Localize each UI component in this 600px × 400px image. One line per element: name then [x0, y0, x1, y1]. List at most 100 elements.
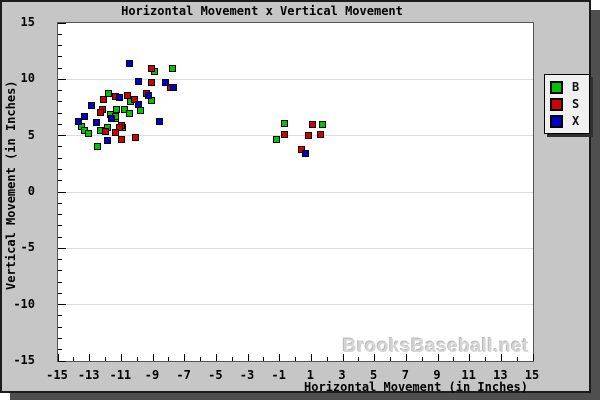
- x-tick-label: 11: [461, 368, 476, 382]
- y-tick: [58, 56, 62, 58]
- y-tick: [58, 349, 62, 351]
- panel-drop-shadow-right: [591, 10, 600, 400]
- x-tick-label: 13: [493, 368, 508, 382]
- data-point-B: [280, 119, 288, 127]
- data-point-S: [102, 127, 109, 135]
- data-point-X: [162, 79, 170, 87]
- chart-panel: Horizontal Movement x Vertical Movement …: [0, 0, 591, 394]
- legend-item-B: B: [545, 79, 589, 95]
- x-tick: [326, 357, 328, 361]
- y-tick: [58, 191, 66, 193]
- x-tick: [295, 357, 296, 361]
- y-tick: [58, 101, 62, 103]
- x-tick-label: 9: [433, 368, 441, 382]
- y-tick: [58, 123, 62, 125]
- watermark: BrooksBaseball.net: [342, 336, 529, 357]
- data-point-X: [170, 83, 178, 91]
- y-tick: [58, 270, 62, 272]
- data-point-S: [147, 64, 155, 72]
- data-point-X: [116, 93, 124, 101]
- y-tick: [58, 225, 62, 227]
- data-point-B: [113, 106, 121, 114]
- x-tick-label: -15: [46, 368, 68, 382]
- data-point-B: [136, 107, 144, 115]
- y-tick: [58, 180, 62, 182]
- legend-label-X: X: [572, 114, 580, 128]
- x-tick: [184, 354, 186, 361]
- x-tick-label: -9: [144, 368, 160, 382]
- data-point-B: [94, 143, 102, 151]
- legend-item-S: S: [545, 96, 589, 112]
- y-tick: [58, 214, 62, 216]
- y-tick: [58, 292, 62, 294]
- x-tick-label: 5: [370, 368, 378, 382]
- gridline: [58, 191, 533, 193]
- x-tick: [73, 357, 75, 361]
- x-tick: [136, 357, 138, 361]
- y-tick: [58, 67, 62, 69]
- x-tick: [215, 354, 217, 361]
- legend-swatch-S: [550, 97, 563, 111]
- y-tick: [58, 337, 62, 339]
- x-tick: [437, 354, 439, 361]
- y-tick: [58, 33, 62, 35]
- x-tick-label: -7: [176, 368, 191, 382]
- y-tick-label: 5: [27, 127, 35, 142]
- y-tick: [58, 22, 66, 24]
- y-tick: [58, 168, 62, 170]
- x-tick: [120, 354, 122, 361]
- x-tick: [485, 357, 486, 361]
- y-tick: [58, 236, 62, 238]
- data-point-S: [317, 131, 325, 139]
- data-point-X: [144, 91, 152, 99]
- data-point-X: [81, 113, 89, 120]
- y-tick: [58, 360, 66, 362]
- x-tick-label: -1: [271, 368, 286, 382]
- legend-swatch-X: [550, 114, 563, 128]
- y-tick: [58, 326, 62, 328]
- data-point-X: [135, 78, 143, 86]
- panel-drop-shadow-bottom: [10, 393, 600, 400]
- data-point-S: [97, 108, 105, 116]
- data-point-X: [108, 115, 116, 123]
- x-axis-label: Horizontal Movement (in Inches): [304, 380, 528, 394]
- data-point-X: [87, 101, 95, 109]
- y-tick-label: -10: [13, 296, 35, 311]
- y-tick: [58, 259, 62, 261]
- data-point-B: [273, 135, 280, 143]
- data-point-S: [100, 96, 108, 104]
- y-tick-label: 15: [20, 15, 35, 29]
- x-tick: [89, 354, 91, 361]
- x-tick-label: 1: [306, 368, 314, 382]
- x-tick: [469, 354, 471, 361]
- data-point-B: [318, 120, 326, 128]
- data-point-X: [301, 150, 309, 158]
- y-tick: [58, 78, 66, 80]
- y-tick-label: 0: [27, 184, 35, 198]
- data-point-S: [130, 96, 138, 104]
- legend-item-X: X: [545, 113, 589, 129]
- x-tick: [405, 354, 407, 361]
- legend-swatch-B: [550, 80, 563, 94]
- y-tick: [58, 90, 62, 92]
- x-tick: [374, 354, 376, 361]
- y-tick: [58, 135, 66, 137]
- data-point-B: [168, 64, 176, 72]
- x-tick: [168, 357, 170, 361]
- x-tick: [200, 357, 201, 361]
- gridline: [58, 135, 533, 137]
- data-point-X: [92, 118, 100, 126]
- data-point-S: [304, 132, 312, 140]
- y-tick: [58, 202, 62, 204]
- y-tick-label: -5: [20, 240, 35, 255]
- x-tick: [421, 357, 423, 361]
- y-tick: [58, 157, 62, 159]
- x-tick: [247, 354, 249, 361]
- y-tick-label: 10: [20, 71, 35, 86]
- data-point-S: [309, 120, 317, 128]
- y-tick: [58, 247, 66, 249]
- data-point-B: [125, 109, 133, 117]
- x-tick: [500, 354, 502, 361]
- plot-area: BrooksBaseball.net: [57, 22, 534, 362]
